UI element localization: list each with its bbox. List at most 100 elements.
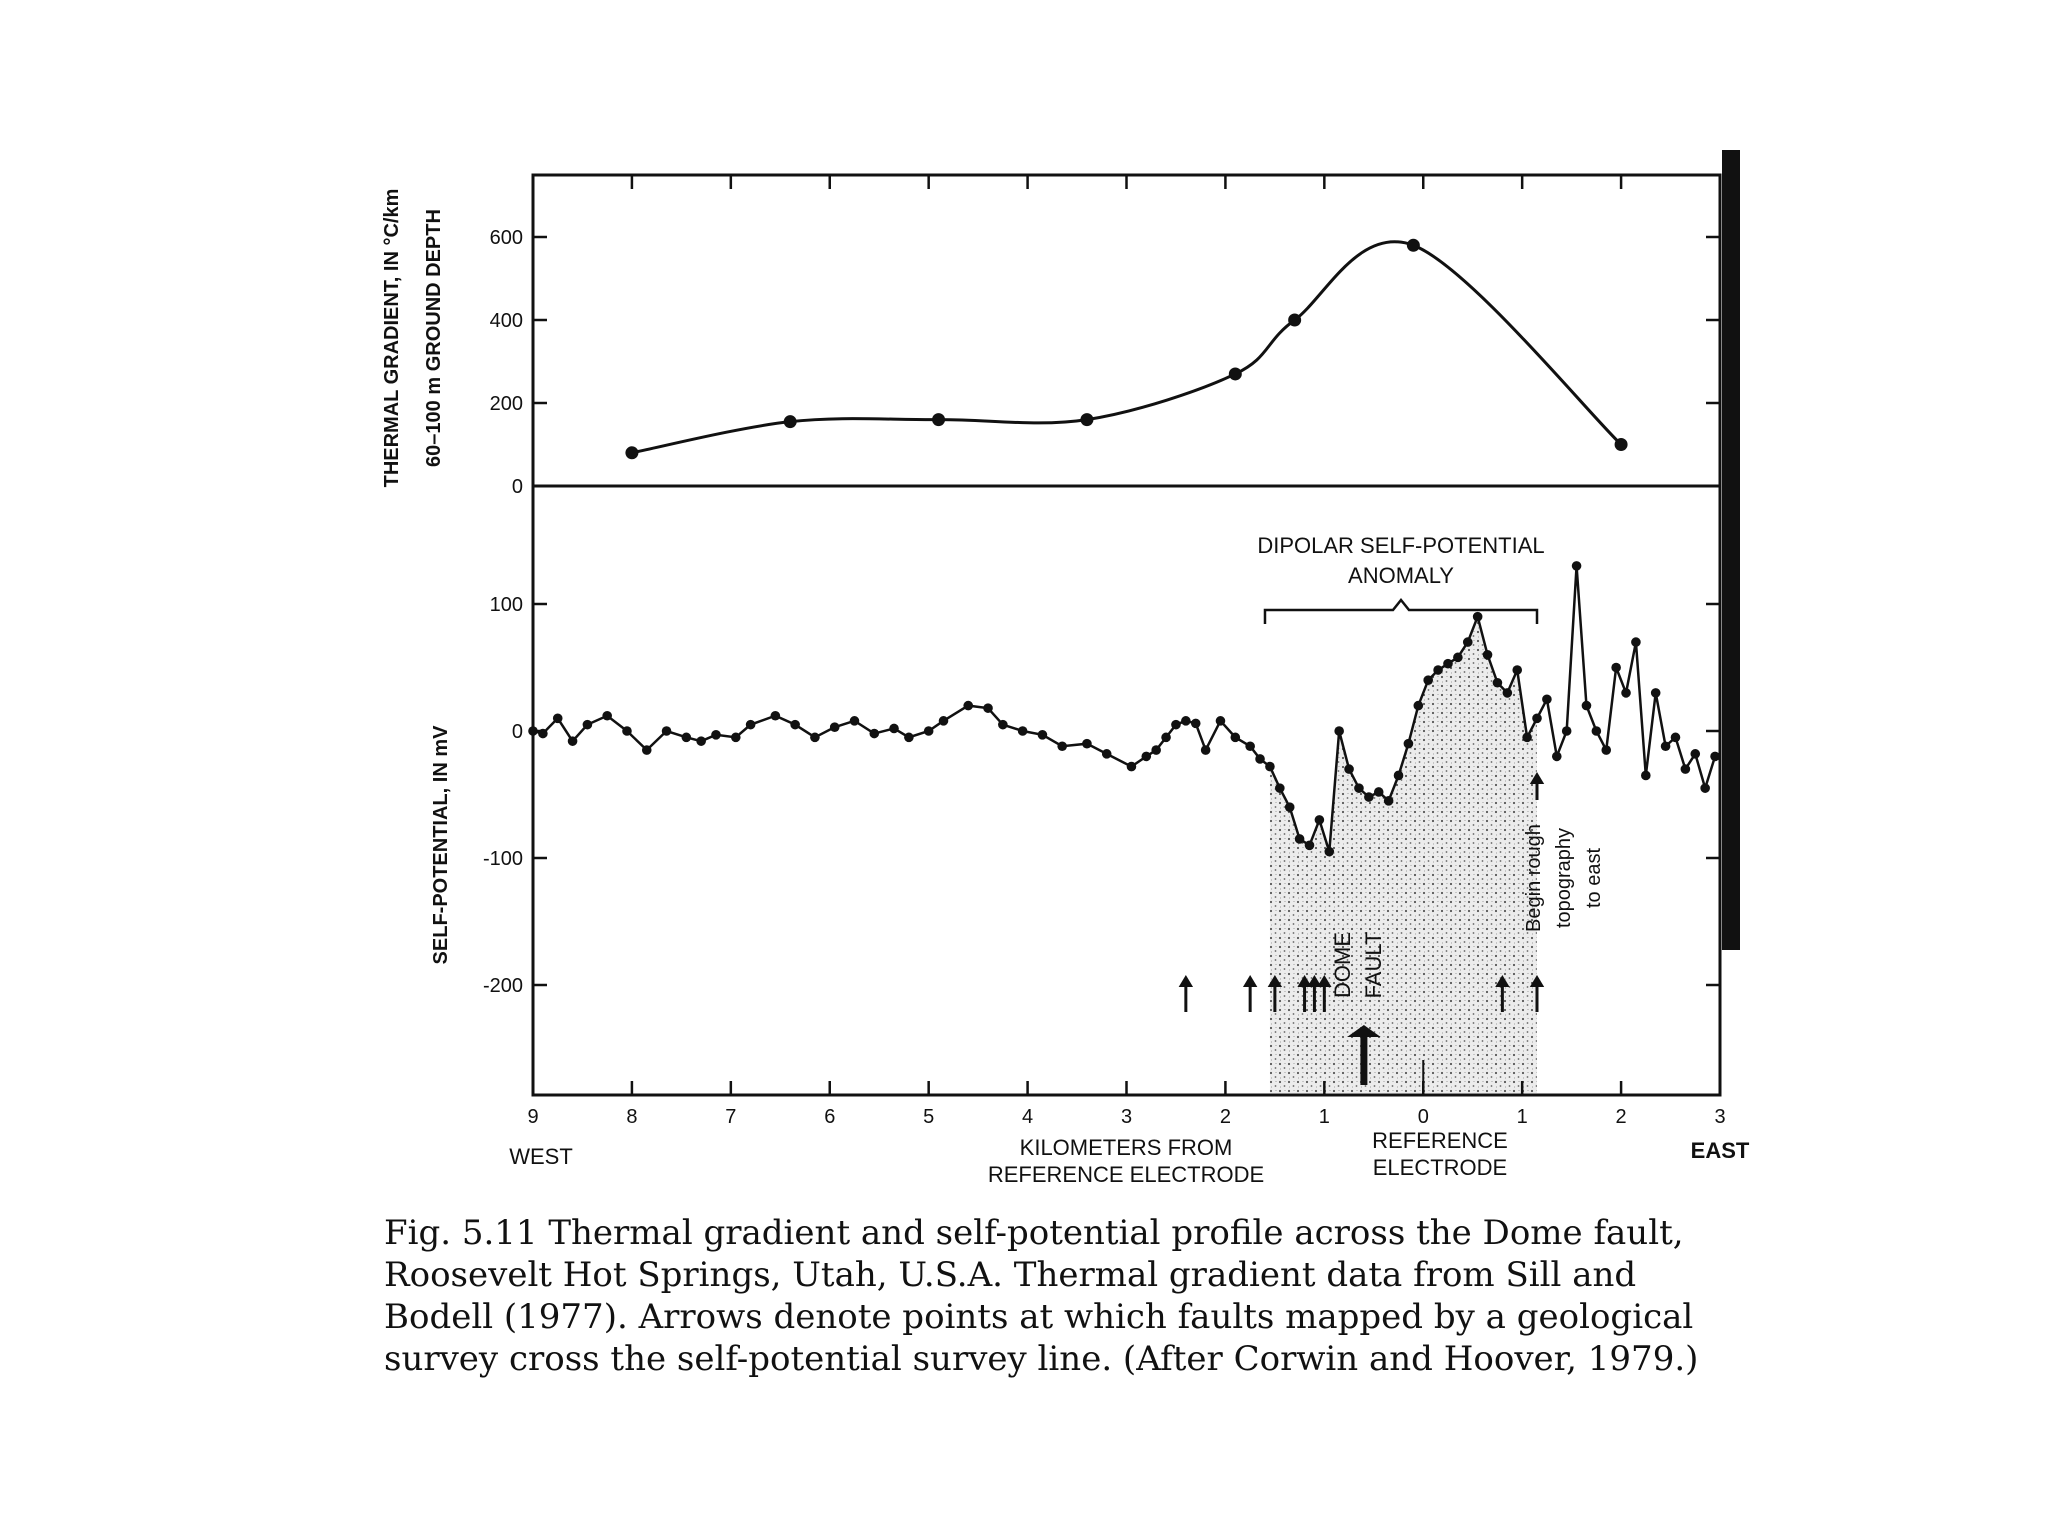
sp-point	[1141, 751, 1152, 762]
sp-point	[661, 726, 672, 736]
x-tick-label: 6	[824, 1106, 835, 1128]
thermal-point	[1228, 367, 1242, 381]
fault-arrow-head	[1242, 975, 1258, 987]
sp-point	[1403, 738, 1414, 749]
sp-point	[1443, 658, 1453, 669]
sp-point	[681, 732, 692, 743]
x-tick-label: 7	[725, 1106, 736, 1128]
sp-point	[1433, 665, 1443, 675]
sp-point	[1126, 761, 1137, 772]
x-tick-label: 3	[1121, 1106, 1132, 1128]
x-tick-label: 1	[1319, 1106, 1330, 1128]
x-axis-label: KILOMETERS FROM	[1020, 1135, 1233, 1160]
thermal-line	[631, 240, 1623, 455]
sp-point	[1551, 751, 1562, 762]
sp-point	[1650, 688, 1661, 698]
sp-point	[1275, 783, 1285, 793]
thermal-y-tick-label: 0	[512, 476, 523, 498]
thermal-point	[625, 446, 639, 460]
sp-point	[923, 726, 934, 736]
x-axis-label-2: REFERENCE ELECTRODE	[988, 1162, 1264, 1187]
sp-point	[1532, 713, 1542, 724]
thermal-point	[783, 415, 797, 429]
sp-point	[1502, 688, 1513, 698]
sp-point	[1680, 764, 1691, 774]
thermal-point	[1406, 238, 1420, 252]
reference-label-2: ELECTRODE	[1373, 1155, 1507, 1180]
thermal-y-tick-label: 200	[490, 393, 523, 415]
sp-point	[1284, 802, 1295, 812]
x-tick-label: 9	[527, 1106, 538, 1128]
sp-point	[1304, 840, 1315, 851]
sp-point	[1413, 700, 1424, 711]
rough-topography-arrow-head	[1529, 772, 1545, 784]
dome-fault-label: DOME	[1330, 932, 1355, 998]
sp-point	[998, 719, 1008, 730]
fault-arrow-head	[1178, 975, 1194, 987]
sp-point	[1512, 665, 1523, 675]
scan-edge-bar	[1722, 150, 1740, 950]
sp-point	[730, 732, 741, 743]
sp-point	[1591, 726, 1602, 736]
sp-point	[622, 726, 632, 736]
sp-point	[641, 745, 652, 755]
sp-point	[711, 730, 721, 740]
sp-point	[1245, 741, 1255, 752]
fault-arrow-head	[1307, 975, 1322, 987]
sp-point	[983, 703, 993, 713]
sp-point	[869, 728, 880, 739]
sp-point	[770, 710, 781, 721]
fault-arrow-head	[1297, 975, 1312, 987]
thermal-point	[1614, 438, 1628, 451]
sp-y-tick-label: -200	[483, 975, 523, 997]
sp-point	[1334, 726, 1344, 736]
anomaly-label-2: ANOMALY	[1348, 563, 1454, 588]
thermal-y-label-2: 60–100 m GROUND DEPTH	[423, 209, 445, 467]
reference-label: REFERENCE	[1372, 1128, 1508, 1153]
thermal-point	[1288, 313, 1302, 327]
sp-point	[1314, 815, 1325, 825]
fault-arrow-head	[1267, 975, 1283, 987]
sp-point	[1522, 732, 1532, 743]
sp-point	[1482, 650, 1493, 660]
sp-point	[1265, 761, 1275, 772]
sp-point	[602, 710, 612, 721]
sp-point	[1581, 700, 1592, 711]
x-tick-label: 4	[1022, 1106, 1033, 1128]
sp-point	[1710, 751, 1720, 762]
sp-point	[1670, 732, 1681, 743]
dome-fault-arrow-head	[1347, 1025, 1381, 1037]
sp-point	[1101, 749, 1112, 759]
sp-point	[1571, 561, 1582, 571]
sp-point	[1255, 754, 1265, 764]
sp-y-tick-label: -100	[483, 848, 523, 870]
sp-point	[1542, 694, 1552, 705]
sp-point	[810, 732, 820, 743]
sp-point	[1344, 764, 1354, 774]
sp-point	[582, 719, 593, 730]
sp-point	[1057, 741, 1068, 752]
x-tick-label: 8	[626, 1106, 637, 1128]
x-tick-label: 2	[1616, 1106, 1627, 1128]
sp-point	[1561, 726, 1572, 736]
sp-point	[552, 713, 563, 724]
sp-point	[1037, 730, 1048, 740]
figure-caption: Fig. 5.11 Thermal gradient and self-pote…	[384, 1213, 1699, 1379]
sp-point	[1171, 719, 1181, 730]
sp-point	[1383, 796, 1394, 806]
sp-point	[849, 716, 860, 726]
x-tick-label: 5	[923, 1106, 934, 1128]
sp-y-label: SELF-POTENTIAL, IN mV	[430, 725, 452, 965]
anomaly-shading	[1269, 616, 1538, 1093]
sp-y-tick-label: 100	[490, 594, 523, 616]
sp-point	[1161, 732, 1171, 743]
x-tick-label: 2	[1220, 1106, 1231, 1128]
plot-frame	[531, 173, 1722, 1097]
sp-point	[1354, 783, 1364, 793]
thermal-point	[932, 413, 946, 427]
sp-point	[790, 719, 800, 730]
fault-arrow-head	[1495, 975, 1510, 987]
sp-point	[696, 736, 706, 746]
sp-point	[745, 719, 756, 730]
